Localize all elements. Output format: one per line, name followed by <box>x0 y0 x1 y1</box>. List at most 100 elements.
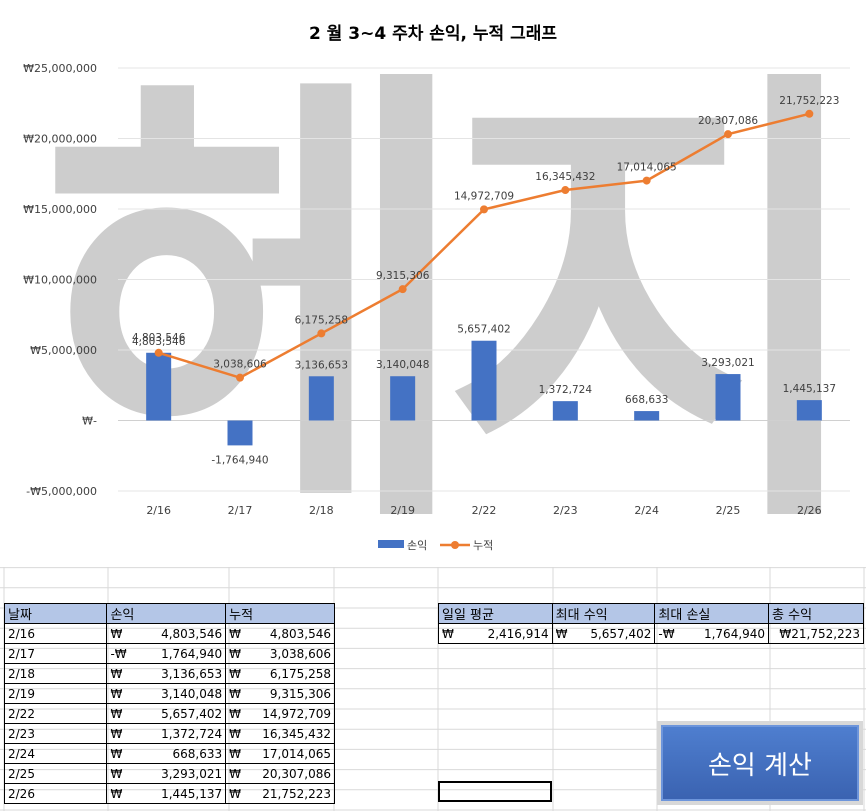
cumulative-cell[interactable]: ₩21,752,223 <box>225 783 335 804</box>
bar-data-label: 5,657,402 <box>457 324 510 336</box>
pl-cell[interactable]: ₩1,372,724 <box>106 723 227 744</box>
table-row: 2/22 ₩5,657,402 ₩14,972,709 <box>3 703 335 724</box>
bar-pl[interactable] <box>796 400 822 421</box>
currency-prefix: ₩ <box>110 746 123 761</box>
max-loss-value: 1,764,940 <box>703 626 766 641</box>
bar-data-label: 1,372,724 <box>539 384 593 396</box>
line-data-label: 17,014,065 <box>617 162 677 174</box>
date-cell[interactable]: 2/16 <box>3 623 108 644</box>
cumulative-cell[interactable]: ₩4,803,546 <box>225 623 335 644</box>
pl-cell[interactable]: ₩668,633 <box>106 743 227 764</box>
header-pl[interactable]: 손익 <box>106 603 227 624</box>
pl-cell[interactable]: ₩3,293,021 <box>106 763 227 784</box>
pl-cell[interactable]: ₩3,136,653 <box>106 663 227 684</box>
bar-pl[interactable] <box>308 376 334 421</box>
header-max-profit[interactable]: 최대 수익 <box>551 603 656 624</box>
pl-table: 날짜 손익 누적 2/16 ₩4,803,546 ₩4,803,546 2/17 -₩ 1… <box>3 603 335 804</box>
table-row: 2/26 ₩1,445,137 ₩21,752,223 <box>3 783 335 804</box>
currency-prefix: -₩ <box>658 626 675 641</box>
max-profit-cell[interactable]: ₩5,657,402 <box>551 623 656 644</box>
max-loss-cell[interactable]: -₩ 1,764,940 <box>654 623 770 644</box>
line-point[interactable] <box>317 329 326 338</box>
pl-cell[interactable]: -₩ 1,764,940 <box>106 643 227 664</box>
line-point[interactable] <box>236 373 244 382</box>
table-row: 2/17 -₩ 1,764,940 ₩3,038,606 <box>3 643 335 664</box>
currency-prefix: ₩ <box>110 786 123 801</box>
bar-data-label: 3,136,653 <box>295 359 348 371</box>
header-date[interactable]: 날짜 <box>3 603 108 624</box>
currency-prefix: ₩ <box>229 706 242 721</box>
line-point[interactable] <box>724 130 732 139</box>
pl-value: 3,293,021 <box>161 766 223 781</box>
line-point[interactable] <box>805 109 814 118</box>
x-tick-label: 2/26 <box>797 504 822 517</box>
date-cell[interactable]: 2/26 <box>3 783 108 804</box>
cumulative-cell[interactable]: ₩16,345,432 <box>225 723 335 744</box>
calculate-pl-button[interactable]: 손익 계산 <box>657 721 863 805</box>
bar-data-label: 1,445,137 <box>783 383 836 395</box>
date-cell[interactable]: 2/18 <box>3 663 108 684</box>
x-tick-label: 2/22 <box>472 504 497 517</box>
table-row: 2/23 ₩1,372,724 ₩16,345,432 <box>3 723 335 744</box>
line-data-label: 4,803,546 <box>132 332 186 344</box>
header-daily-average[interactable]: 일일 평균 <box>438 603 553 624</box>
cumulative-cell[interactable]: ₩6,175,258 <box>225 663 335 684</box>
cumulative-cell[interactable]: ₩3,038,606 <box>225 643 335 664</box>
currency-prefix: ₩ <box>110 766 123 781</box>
selected-cell[interactable] <box>438 781 552 802</box>
line-point[interactable] <box>398 285 407 294</box>
daily-average-cell[interactable]: ₩2,416,914 <box>438 623 553 644</box>
cumulative-value: 14,972,709 <box>262 706 331 721</box>
table-row: 2/24 ₩668,633 ₩17,014,065 <box>3 743 335 764</box>
cumulative-cell[interactable]: ₩20,307,086 <box>225 763 335 784</box>
x-tick-label: 2/24 <box>634 504 659 517</box>
currency-prefix: ₩ <box>229 746 242 761</box>
pl-value: 1,764,940 <box>161 646 223 661</box>
currency-prefix: ₩ <box>110 726 123 741</box>
daily-average-value: 2,416,914 <box>487 626 549 641</box>
date-cell[interactable]: 2/17 <box>3 643 108 664</box>
bar-pl[interactable] <box>715 374 741 421</box>
date-cell[interactable]: 2/19 <box>3 683 108 704</box>
cumulative-cell[interactable]: ₩17,014,065 <box>225 743 335 764</box>
x-tick-label: 2/18 <box>309 504 334 517</box>
x-tick-label: 2/23 <box>553 504 578 517</box>
currency-prefix: ₩ <box>229 686 242 701</box>
currency-prefix: ₩ <box>442 626 454 641</box>
date-cell[interactable]: 2/23 <box>3 723 108 744</box>
pl-cell[interactable]: ₩3,140,048 <box>106 683 227 704</box>
line-point[interactable] <box>480 205 488 214</box>
line-point[interactable] <box>642 176 651 185</box>
cumulative-value: 17,014,065 <box>262 746 331 761</box>
currency-prefix: ₩ <box>555 626 568 641</box>
pl-cell[interactable]: ₩4,803,546 <box>106 623 227 644</box>
bar-pl[interactable] <box>390 376 416 421</box>
legend-swatch-pl <box>378 540 404 548</box>
bar-pl[interactable] <box>227 420 253 446</box>
pl-cell[interactable]: ₩5,657,402 <box>106 703 227 724</box>
y-tick-label: ₩20,000,000 <box>23 133 97 146</box>
chart[interactable]: 헤지 2 월 3~4 주차 손익, 누적 그래프 -₩5,000,000 ₩- ₩5… <box>0 0 866 590</box>
cumulative-cell[interactable]: ₩9,315,306 <box>225 683 335 704</box>
line-point[interactable] <box>561 186 570 195</box>
header-cumulative[interactable]: 누적 <box>225 603 335 624</box>
cumulative-value: 16,345,432 <box>262 726 331 741</box>
cumulative-cell[interactable]: ₩14,972,709 <box>225 703 335 724</box>
pl-cell[interactable]: ₩1,445,137 <box>106 783 227 804</box>
date-cell[interactable]: 2/24 <box>3 743 108 764</box>
header-max-loss[interactable]: 최대 손실 <box>654 603 770 624</box>
pl-value: 3,140,048 <box>161 686 223 701</box>
line-point[interactable] <box>154 348 163 357</box>
date-cell[interactable]: 2/22 <box>3 703 108 724</box>
total-profit-cell[interactable]: ₩21,752,223 <box>768 623 864 644</box>
bar-pl[interactable] <box>552 401 578 421</box>
x-tick-label: 2/16 <box>146 504 171 517</box>
bar-pl[interactable] <box>471 340 497 421</box>
header-total-profit[interactable]: 총 수익 <box>768 603 864 624</box>
date-cell[interactable]: 2/25 <box>3 763 108 784</box>
y-tick-label: ₩25,000,000 <box>23 62 97 75</box>
pl-value: 1,445,137 <box>161 786 223 801</box>
bar-pl[interactable] <box>634 411 660 421</box>
currency-prefix: ₩ <box>110 686 123 701</box>
bar-pl[interactable] <box>146 352 172 421</box>
